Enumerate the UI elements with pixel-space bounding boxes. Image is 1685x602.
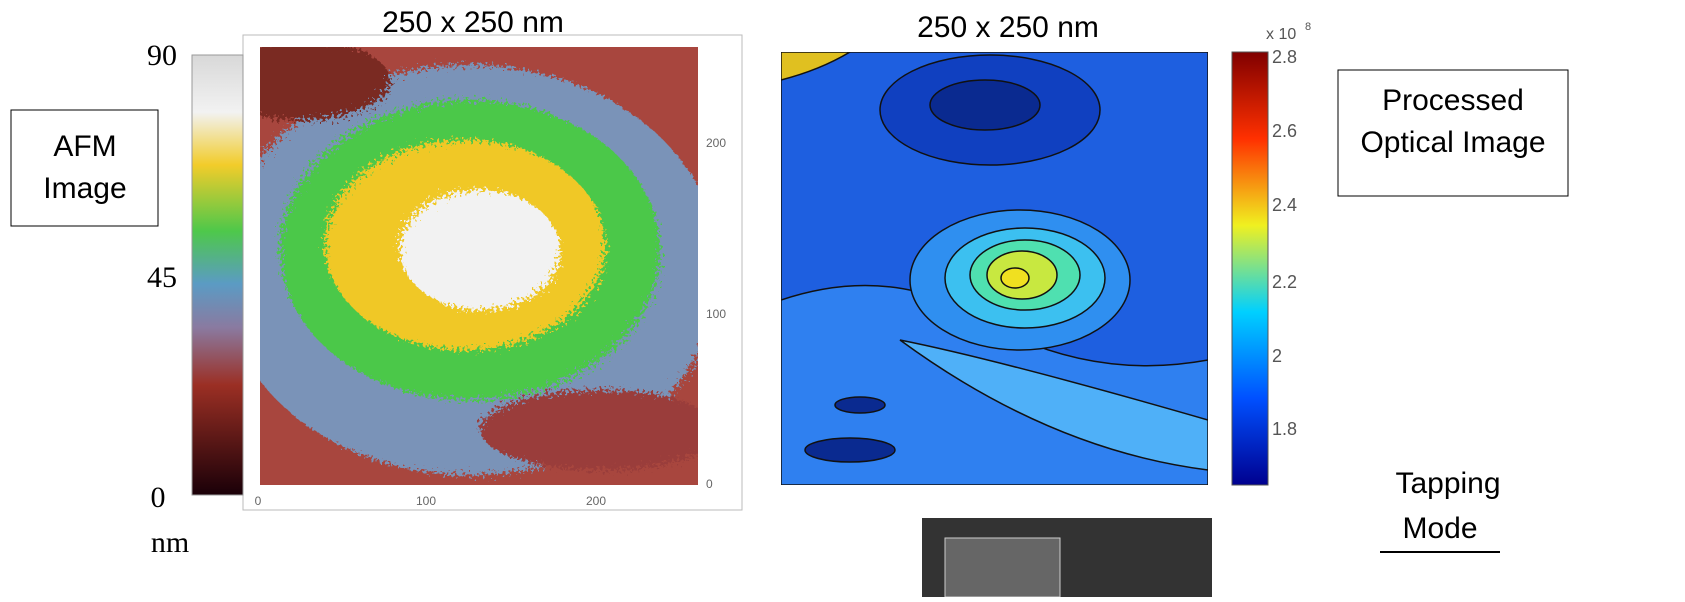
colorbar-tick: 2.6	[1272, 121, 1297, 141]
mode-label: Mode	[1402, 512, 1477, 545]
y-tick: 0	[706, 477, 713, 491]
optical-title: 250 x 250 nm	[917, 11, 1099, 44]
colorbar-tick: 2	[1272, 346, 1282, 366]
colorbar-tick: 45	[147, 261, 177, 294]
colorbar-tick: 2.2	[1272, 272, 1297, 292]
x-tick: 200	[586, 494, 606, 508]
colorbar-tick: 0	[151, 481, 166, 514]
colorbar-multiplier: x 10	[1266, 26, 1296, 43]
optical-label: Optical Image	[1360, 126, 1545, 159]
colorbar-exponent: 8	[1305, 21, 1311, 33]
tapping-highlight	[944, 537, 1061, 598]
x-tick: 100	[416, 494, 436, 508]
afm-title: 250 x 250 nm	[382, 6, 564, 39]
unit-label: nm	[151, 526, 189, 559]
x-tick: 0	[255, 494, 262, 508]
optical-colorbar	[1231, 51, 1269, 486]
optical-label: Processed	[1382, 84, 1524, 117]
afm-image	[260, 47, 698, 485]
y-tick: 200	[706, 136, 726, 150]
colorbar-tick: 2.4	[1272, 195, 1297, 215]
colorbar-tick: 1.8	[1272, 419, 1297, 439]
afm-label: Image	[43, 172, 126, 205]
mode-label: Tapping	[1395, 467, 1500, 500]
optical-label-box	[1337, 69, 1569, 197]
y-tick: 100	[706, 307, 726, 321]
colorbar-tick: 90	[147, 39, 177, 72]
optical-image	[781, 52, 1208, 485]
afm-label: AFM	[53, 130, 116, 163]
afm-label-box	[10, 109, 159, 227]
colorbar-tick: 2.8	[1272, 47, 1297, 67]
afm-colorbar	[191, 54, 244, 496]
